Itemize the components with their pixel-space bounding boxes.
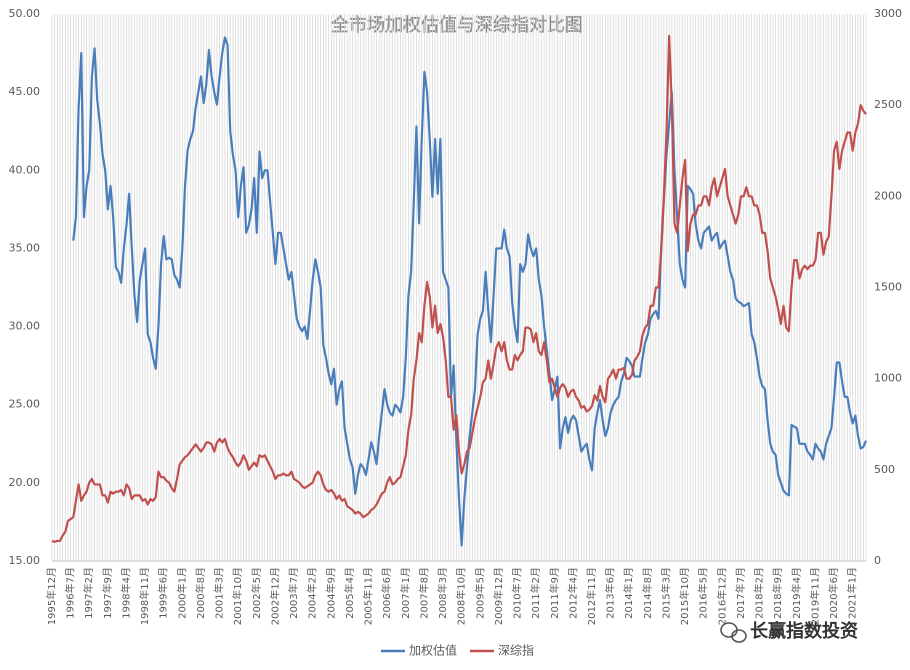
- x-tick-label: 2011年9月: [548, 567, 561, 619]
- y2-tick-label: 500: [874, 463, 895, 476]
- y2-tick-label: 1500: [874, 281, 902, 294]
- watermark-icon: [720, 622, 747, 643]
- y-tick-label: 15.00: [9, 554, 41, 567]
- x-tick-label: 2016年12月: [715, 567, 728, 625]
- y2-tick-label: 1000: [874, 372, 902, 385]
- x-tick-label: 2019年4月: [790, 567, 803, 619]
- x-tick-label: 2014年1月: [622, 567, 635, 619]
- x-tick-label: 2011年2月: [529, 567, 542, 619]
- x-tick-label: 2003年7月: [287, 567, 300, 619]
- x-tick-label: 2010年7月: [511, 567, 524, 619]
- y-tick-label: 30.00: [9, 320, 41, 333]
- x-tick-label: 2004年2月: [306, 567, 319, 619]
- x-tick-label: 2013年6月: [604, 567, 617, 619]
- x-tick-label: 2015年3月: [659, 567, 672, 619]
- series-line: [72, 36, 868, 547]
- x-tick-label: 1995年12月: [45, 567, 58, 625]
- x-tick-label: 2006年6月: [380, 567, 393, 619]
- x-tick-label: 2018年9月: [771, 567, 784, 619]
- y-tick-label: 45.00: [9, 85, 41, 98]
- x-tick-label: 2007年8月: [417, 567, 430, 619]
- y-tick-label: 25.00: [9, 398, 41, 411]
- x-tick-label: 1998年4月: [119, 567, 132, 619]
- y2-tick-label: 2000: [874, 189, 902, 202]
- y2-tick-label: 0: [874, 554, 881, 567]
- x-tick-label: 1996年7月: [64, 567, 77, 619]
- x-tick-label: 2008年10月: [455, 567, 468, 625]
- x-tick-label: 2020年6月: [827, 567, 840, 619]
- x-tick-label: 2015年10月: [678, 567, 691, 625]
- x-tick-label: 2000年1月: [175, 567, 188, 619]
- x-tick-label: 2014年8月: [641, 567, 654, 619]
- x-tick-label: 2007年1月: [399, 567, 412, 619]
- x-tick-label: 1998年11月: [138, 567, 151, 625]
- x-tick-label: 1997年9月: [101, 567, 114, 619]
- x-tick-label: 2009年12月: [492, 567, 505, 625]
- y-tick-label: 35.00: [9, 241, 41, 254]
- x-tick-label: 2002年5月: [250, 567, 263, 619]
- x-tick-label: 1999年6月: [157, 567, 170, 619]
- legend-label: 深综指: [498, 643, 534, 658]
- x-tick-label: 1997年2月: [82, 567, 95, 619]
- x-tick-label: 2017年7月: [734, 567, 747, 619]
- x-tick-label: 2008年3月: [436, 567, 449, 619]
- y2-tick-label: 2500: [874, 98, 902, 111]
- series-line: [51, 34, 867, 543]
- y2-tick-label: 3000: [874, 7, 902, 20]
- y-tick-label: 40.00: [9, 163, 41, 176]
- x-tick-label: 2001年10月: [231, 567, 244, 625]
- x-tick-label: 2009年5月: [473, 567, 486, 619]
- x-tick-label: 2002年12月: [268, 567, 281, 625]
- x-tick-label: 2005年4月: [343, 567, 356, 619]
- x-tick-label: 2012年4月: [566, 567, 579, 619]
- x-tick-label: 2000年8月: [194, 567, 207, 619]
- legend-label: 加权估值: [409, 643, 457, 658]
- x-tick-label: 2004年9月: [324, 567, 337, 619]
- x-tick-label: 2019年11月: [808, 567, 821, 625]
- x-tick-label: 2005年11月: [362, 567, 375, 625]
- y-tick-label: 50.00: [9, 7, 41, 20]
- x-tick-label: 2001年3月: [213, 567, 226, 619]
- y-tick-label: 20.00: [9, 476, 41, 489]
- x-tick-label: 2018年2月: [753, 567, 766, 619]
- watermark: 长赢指数投资: [750, 620, 858, 642]
- x-tick-label: 2012年11月: [585, 567, 598, 625]
- x-tick-label: 2021年1月: [846, 567, 859, 619]
- x-tick-label: 2016年5月: [697, 567, 710, 619]
